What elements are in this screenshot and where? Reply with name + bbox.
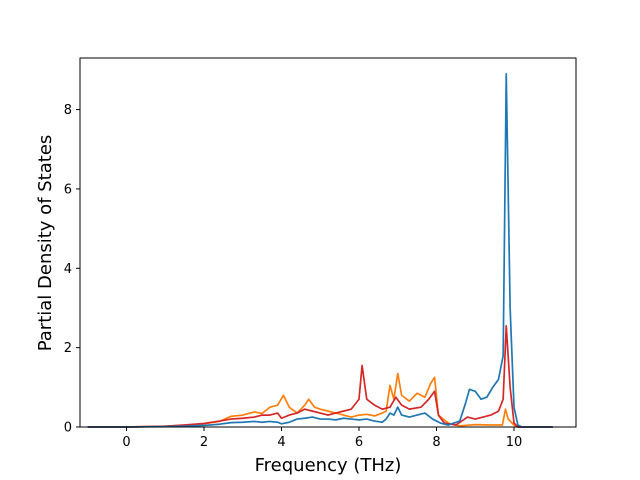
x-tick-label: 4 — [277, 435, 285, 450]
y-tick-label: 4 — [64, 262, 72, 277]
x-axis-label: Frequency (THz) — [255, 455, 402, 476]
y-tick-label: 2 — [64, 341, 72, 356]
x-axis-ticks: 0 2 4 6 8 10 — [122, 427, 522, 450]
series-line-3 — [87, 73, 553, 428]
y-axis-label: Partial Density of States — [35, 135, 56, 352]
x-tick-label: 0 — [122, 435, 130, 450]
y-axis-ticks: 0 2 4 6 8 — [64, 103, 80, 436]
series-line-1 — [87, 372, 553, 428]
series-line-2 — [87, 324, 553, 428]
x-tick-label: 2 — [200, 435, 208, 450]
x-tick-label: 6 — [355, 435, 363, 450]
x-tick-label: 8 — [432, 435, 440, 450]
series-layer — [87, 73, 553, 428]
x-tick-label: 10 — [506, 435, 523, 450]
plot-background — [80, 58, 576, 427]
y-tick-label: 0 — [64, 421, 72, 436]
y-tick-label: 8 — [64, 103, 72, 118]
y-tick-label: 6 — [64, 182, 72, 197]
plot-frame — [79, 57, 577, 428]
